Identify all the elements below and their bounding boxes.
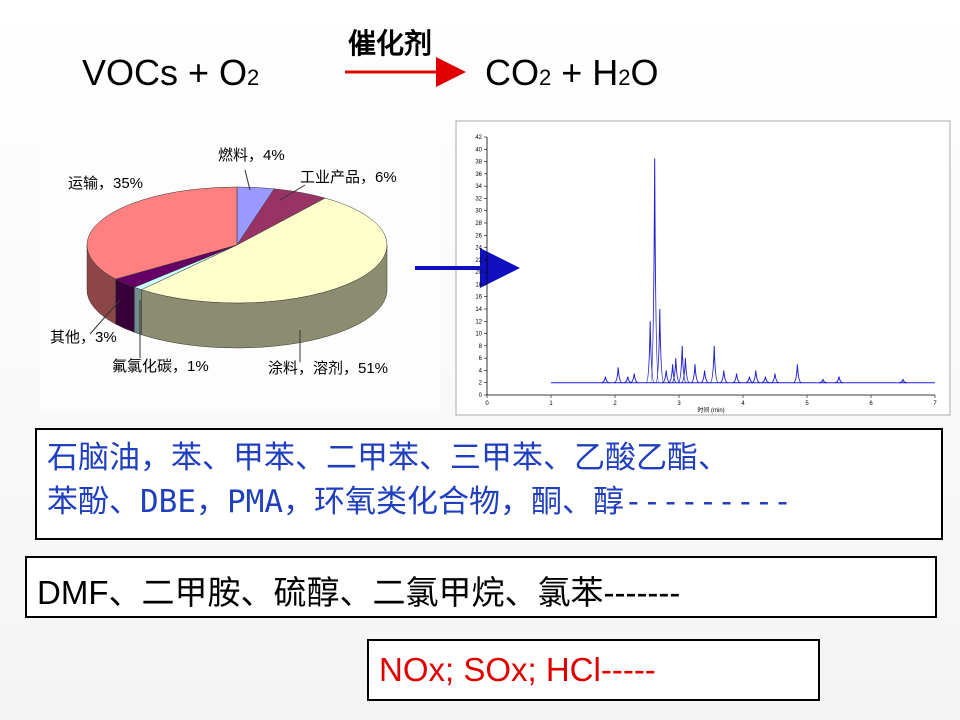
peak [614, 367, 623, 384]
product-text: O [630, 52, 659, 93]
slice-label: 燃料，4% [218, 146, 285, 164]
y-tick-label: 20 [475, 270, 482, 276]
slice-side [115, 278, 135, 333]
subscript: 2 [618, 65, 631, 90]
y-tick-label: 30 [475, 209, 482, 215]
y-tick-label: 8 [479, 344, 483, 350]
text-line: 石脑油，苯、甲苯、二甲苯、三甲苯、乙酸乙酯、 [47, 440, 729, 476]
chromatogram-panel [455, 120, 951, 416]
slice-label: 涂料，溶剂，51% [268, 360, 388, 377]
peak [700, 370, 709, 384]
x-tick-label: 3 [677, 401, 681, 407]
leader-line [89, 299, 121, 335]
peak [662, 370, 671, 384]
peak [623, 376, 632, 384]
peak [681, 358, 690, 384]
y-tick-label: 24 [475, 246, 482, 252]
y-tick-label: 42 [475, 135, 482, 141]
x-tick-label: 7 [933, 401, 937, 407]
peak [668, 364, 677, 384]
product-text: CO [485, 52, 539, 93]
organics-box: 石脑油，苯、甲苯、二甲苯、三甲苯、乙酸乙酯、 苯酚、DBE，PMA，环氧类化合物… [35, 428, 943, 540]
y-tick-label: 12 [475, 319, 482, 325]
catalyst: 催化剂 [348, 27, 433, 60]
x-tick-label: 2 [613, 401, 617, 407]
leader-line [244, 169, 251, 191]
leader-line [279, 184, 306, 201]
peak [732, 373, 741, 384]
peak [761, 376, 770, 384]
products: CO2 + H2O [485, 52, 659, 94]
peak [719, 370, 728, 384]
peak [650, 158, 660, 384]
product-text: + H [551, 52, 619, 93]
y-tick-label: 34 [475, 184, 482, 190]
peak [671, 358, 681, 384]
y-tick-label: 10 [475, 332, 482, 338]
y-tick-label: 40 [475, 147, 482, 153]
pie-chart: 燃料，4% 工业产品，6% 涂料，溶剂，51% 氟氯化碳，1% 其他，3% 运输，35% [50, 146, 397, 377]
y-tick-label: 14 [475, 307, 482, 313]
y-tick-label: 22 [475, 258, 482, 264]
peak [690, 364, 700, 384]
y-tick-label: 2 [479, 381, 483, 387]
y-tick-label: 4 [479, 368, 483, 374]
y-tick-label: 16 [475, 295, 482, 301]
y-tick-label: 28 [475, 221, 482, 227]
slice [86, 186, 238, 280]
y-tick-label: 18 [475, 282, 482, 288]
x-tick-label: 6 [869, 401, 873, 407]
peak [677, 345, 687, 384]
reactant-text: VOCs + O [82, 52, 248, 93]
subscript: 2 [539, 65, 552, 90]
x-axis-label: 时间 (min) [697, 406, 724, 414]
y-tick-label: 36 [475, 172, 482, 178]
peak [770, 373, 780, 384]
slice-label: 运输，35% [68, 175, 143, 192]
slice [140, 197, 388, 304]
peak [601, 376, 610, 384]
y-tick-label: 32 [475, 196, 482, 202]
peak [834, 376, 844, 384]
x-tick-label: 5 [805, 401, 809, 407]
slice-label: 工业产品，6% [300, 169, 397, 186]
y-tick-label: 0 [479, 393, 483, 399]
slice-label: 氟氯化碳，1% [112, 358, 209, 375]
y-tick-label: 26 [475, 233, 482, 239]
peak [751, 370, 760, 384]
slice-label: 其他，3% [50, 329, 117, 346]
subscript: 2 [247, 65, 260, 90]
y-tick-label: 38 [475, 160, 482, 166]
x-tick-label: 0 [485, 401, 489, 407]
peak [818, 378, 828, 384]
peak [655, 308, 665, 384]
other-box: DMF、二甲胺、硫醇、二氯甲烷、氯苯------- [25, 556, 937, 618]
peak [898, 378, 908, 384]
y-tick-label: 6 [479, 356, 483, 362]
reactants: VOCs + O2 [82, 52, 259, 94]
text-line: 苯酚、DBE，PMA，环氧类化合物，酮、醇--------- [47, 484, 792, 520]
peak [630, 373, 639, 384]
x-tick-label: 1 [549, 401, 553, 407]
peak [793, 364, 802, 384]
peak [645, 321, 655, 384]
chromatogram: 0246810121416182022242628303234363840420… [475, 135, 937, 414]
x-tick-label: 4 [741, 401, 745, 407]
peak [709, 345, 719, 384]
peak [745, 376, 754, 384]
graphics: 燃料，4%工业产品，6%涂料，溶剂，51%氟氯化碳，1%其他，3%运输，35% … [50, 57, 951, 416]
inorganic-box: NOx; SOx; HCl----- [367, 639, 820, 701]
